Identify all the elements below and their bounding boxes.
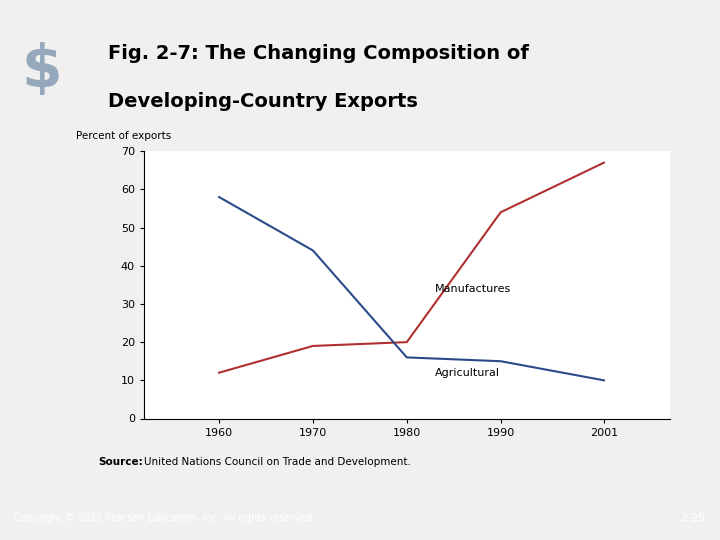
- Text: $: $: [21, 42, 62, 99]
- Text: Fig. 2-7: The Changing Composition of: Fig. 2-7: The Changing Composition of: [108, 44, 529, 63]
- Text: Manufactures: Manufactures: [435, 284, 511, 294]
- Text: Percent of exports: Percent of exports: [76, 131, 171, 140]
- Text: 2-25: 2-25: [680, 514, 706, 523]
- Text: Agricultural: Agricultural: [435, 368, 500, 377]
- Text: Developing-Country Exports: Developing-Country Exports: [108, 92, 418, 111]
- Text: Copyright © 2015 Pearson Education, Inc. All rights reserved.: Copyright © 2015 Pearson Education, Inc.…: [14, 514, 315, 523]
- Text: Source:: Source:: [99, 457, 143, 467]
- Text: United Nations Council on Trade and Development.: United Nations Council on Trade and Deve…: [144, 457, 410, 467]
